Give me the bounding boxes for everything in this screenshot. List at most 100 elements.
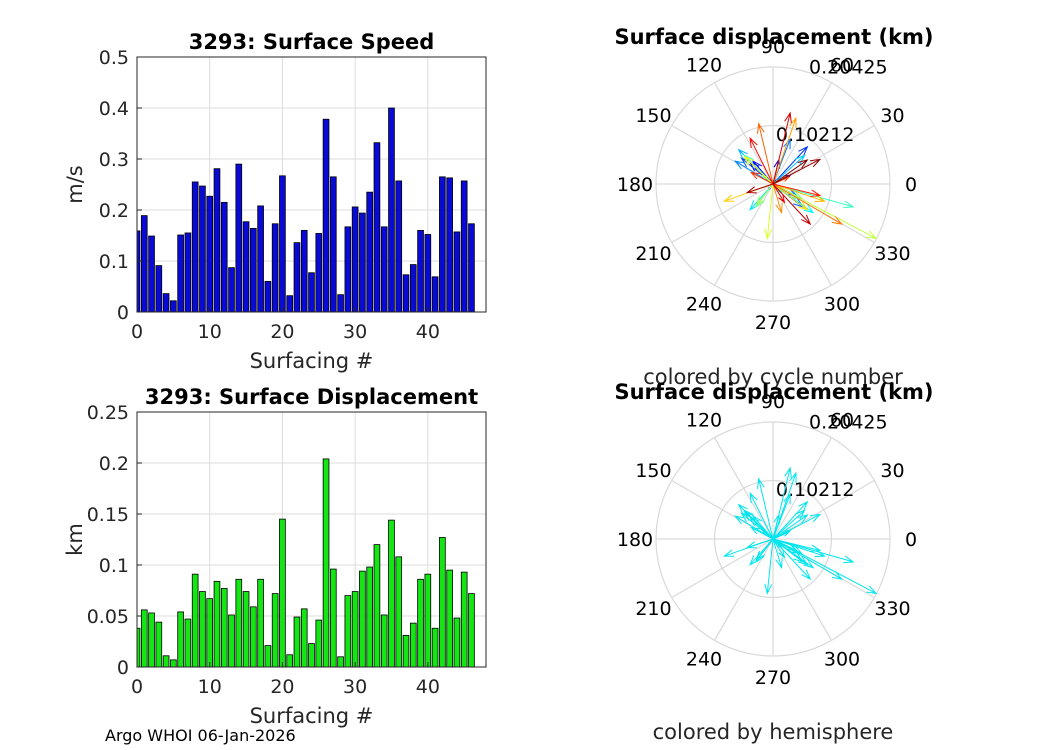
displacement-arrow bbox=[772, 183, 786, 204]
displacement-arrow bbox=[772, 145, 809, 185]
bar bbox=[460, 180, 468, 313]
displacement-arrow bbox=[772, 538, 783, 570]
displacement-arrow bbox=[772, 111, 792, 185]
polar-angle-label: 210 bbox=[635, 598, 671, 620]
polar-angle-label: 300 bbox=[824, 294, 860, 316]
bar bbox=[162, 293, 170, 313]
polar-spoke bbox=[713, 82, 774, 185]
bar bbox=[162, 655, 170, 668]
displacement-arrow bbox=[764, 538, 774, 595]
displacement-arrow bbox=[772, 183, 855, 209]
polar-angle-label: 60 bbox=[830, 409, 854, 431]
footer-credit: Argo WHOI 06-Jan-2026 bbox=[105, 726, 296, 745]
y-axis-label: km bbox=[63, 523, 87, 556]
bar bbox=[453, 231, 461, 313]
polar-angle-label: 240 bbox=[686, 649, 722, 671]
x-tick-label: 20 bbox=[270, 321, 294, 343]
bar bbox=[388, 107, 395, 313]
y-tick-label: 0 bbox=[117, 657, 129, 679]
displacement-arrow bbox=[772, 538, 809, 566]
polar-angle-label: 90 bbox=[761, 36, 785, 58]
bar bbox=[191, 573, 199, 668]
displacement-arrow bbox=[772, 158, 822, 185]
polar-angle-label: 330 bbox=[874, 243, 910, 265]
bar bbox=[184, 232, 192, 313]
bar bbox=[286, 654, 293, 668]
bar bbox=[250, 606, 257, 668]
polar-spoke bbox=[772, 479, 875, 540]
bar bbox=[359, 570, 366, 668]
bar bbox=[424, 573, 432, 668]
polar-spoke bbox=[772, 437, 833, 540]
x-tick-label: 0 bbox=[131, 676, 143, 698]
polar-angle-label: 150 bbox=[635, 105, 671, 127]
bar bbox=[206, 195, 214, 313]
bar bbox=[344, 595, 352, 668]
bar bbox=[330, 176, 337, 313]
bar bbox=[468, 223, 475, 313]
polar-spoke bbox=[713, 437, 774, 540]
bar bbox=[264, 645, 272, 668]
bar bbox=[257, 205, 264, 313]
bar bbox=[366, 566, 373, 668]
bar bbox=[351, 591, 359, 668]
y-tick-label: 0.1 bbox=[99, 251, 129, 273]
polar-angle-label: 120 bbox=[686, 54, 722, 76]
polar-radius-label: 0.20425 bbox=[809, 412, 888, 434]
bar bbox=[177, 234, 184, 313]
polar-spoke bbox=[671, 183, 774, 244]
bar bbox=[293, 242, 301, 313]
chart-title: Surface displacement (km) bbox=[614, 380, 933, 404]
displacement-arrow bbox=[749, 136, 774, 185]
displacement-arrow bbox=[772, 500, 809, 540]
polar-angle-label: 60 bbox=[830, 54, 854, 76]
bar bbox=[373, 544, 381, 668]
clip-mask bbox=[97, 412, 137, 668]
bar bbox=[235, 578, 243, 668]
x-tick-label: 10 bbox=[198, 321, 222, 343]
polar-angle-label: 120 bbox=[686, 409, 722, 431]
bar bbox=[409, 264, 417, 313]
x-tick-label: 30 bbox=[343, 321, 367, 343]
displacement-arrow bbox=[772, 538, 786, 559]
displacement-arrow bbox=[772, 183, 878, 240]
x-axis-label: Surfacing # bbox=[250, 704, 374, 728]
axes-box bbox=[136, 411, 487, 668]
bar bbox=[213, 580, 221, 668]
bar bbox=[337, 294, 344, 313]
displacement-arrow bbox=[772, 538, 822, 553]
bar bbox=[308, 272, 315, 313]
bar bbox=[300, 608, 308, 668]
polar-radius-label: 0.10212 bbox=[776, 124, 855, 146]
displacement-arrow bbox=[757, 122, 774, 185]
bar bbox=[271, 593, 279, 668]
displacement-arrow bbox=[772, 538, 812, 581]
x-axis-label: Surfacing # bbox=[250, 349, 374, 373]
bar bbox=[206, 598, 214, 668]
y-tick-label: 0.4 bbox=[99, 98, 129, 120]
bar bbox=[228, 614, 235, 668]
displacement-arrow bbox=[772, 183, 809, 211]
bar bbox=[235, 163, 243, 313]
polar-angle-label: 210 bbox=[635, 243, 671, 265]
bar bbox=[155, 621, 163, 668]
bar bbox=[380, 614, 388, 668]
polar-spoke bbox=[772, 124, 875, 185]
displacement-arrow bbox=[772, 466, 792, 540]
bar bbox=[446, 177, 453, 313]
bar bbox=[148, 235, 155, 313]
bar bbox=[279, 518, 286, 668]
polar-spoke bbox=[772, 82, 833, 185]
bar bbox=[330, 568, 337, 668]
bar bbox=[446, 569, 453, 668]
bar bbox=[286, 295, 293, 313]
y-axis-label: m/s bbox=[63, 165, 87, 203]
bar bbox=[279, 175, 286, 313]
bar bbox=[220, 588, 228, 668]
polar-angle-label: 240 bbox=[686, 294, 722, 316]
y-tick-label: 0.25 bbox=[87, 402, 129, 424]
displacement-arrow bbox=[772, 538, 826, 557]
bar bbox=[380, 226, 388, 313]
displacement-arrow bbox=[772, 183, 822, 198]
bar bbox=[293, 616, 301, 668]
